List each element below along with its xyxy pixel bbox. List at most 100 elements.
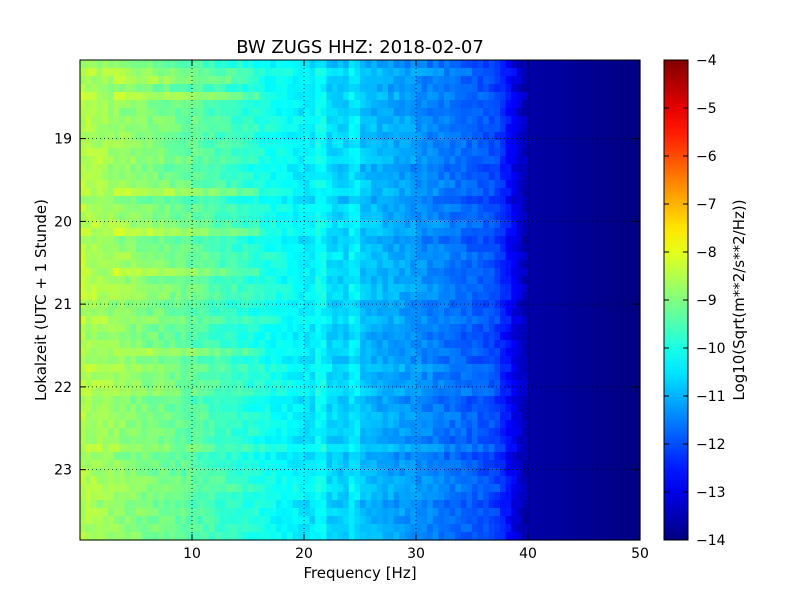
heatmap-cell [130, 428, 137, 437]
heatmap-cell [214, 68, 221, 77]
heatmap-cell [186, 396, 193, 405]
heatmap-cell [91, 124, 98, 133]
heatmap-cell [158, 116, 165, 125]
heatmap-cell [516, 404, 523, 413]
heatmap-cell [225, 244, 232, 253]
heatmap-cell [623, 212, 630, 221]
heatmap-cell [449, 188, 456, 197]
heatmap-cell [410, 116, 417, 125]
heatmap-cell [270, 292, 277, 301]
heatmap-cell [561, 108, 568, 117]
heatmap-cell [455, 156, 462, 165]
heatmap-cell [175, 188, 182, 197]
heatmap-cell [544, 364, 551, 373]
heatmap-cell [337, 244, 344, 253]
heatmap-cell [376, 396, 383, 405]
heatmap-cell [164, 412, 171, 421]
heatmap-cell [287, 300, 294, 309]
heatmap-cell [516, 212, 523, 221]
heatmap-cell [119, 236, 126, 245]
heatmap-cell [332, 92, 339, 101]
heatmap-cell [572, 412, 579, 421]
heatmap-cell [220, 196, 227, 205]
heatmap-cell [225, 124, 232, 133]
heatmap-cell [354, 308, 361, 317]
heatmap-cell [432, 60, 439, 69]
heatmap-cell [488, 380, 495, 389]
heatmap-cell [136, 396, 143, 405]
heatmap-cell [522, 172, 529, 181]
heatmap-cell [410, 84, 417, 93]
heatmap-cell [539, 372, 546, 381]
heatmap-cell [253, 444, 260, 453]
heatmap-cell [494, 300, 501, 309]
heatmap-cell [432, 124, 439, 133]
heatmap-cell [164, 164, 171, 173]
heatmap-cell [354, 372, 361, 381]
heatmap-cell [343, 308, 350, 317]
heatmap-cell [242, 60, 249, 69]
heatmap-cell [516, 60, 523, 69]
heatmap-cell [264, 172, 271, 181]
heatmap-cell [600, 300, 607, 309]
heatmap-cell [561, 372, 568, 381]
heatmap-cell [292, 236, 299, 245]
heatmap-cell [556, 276, 563, 285]
heatmap-cell [421, 292, 428, 301]
heatmap-cell [147, 180, 154, 189]
heatmap-cell [477, 324, 484, 333]
heatmap-cell [354, 444, 361, 453]
heatmap-cell [197, 428, 204, 437]
heatmap-cell [393, 132, 400, 141]
heatmap-cell [416, 380, 423, 389]
heatmap-cell [432, 412, 439, 421]
heatmap-cell [449, 108, 456, 117]
heatmap-cell [595, 228, 602, 237]
heatmap-cell [332, 332, 339, 341]
heatmap-cell [108, 212, 115, 221]
heatmap-cell [85, 188, 92, 197]
heatmap-cell [455, 340, 462, 349]
heatmap-cell [528, 300, 535, 309]
heatmap-cell [438, 76, 445, 85]
heatmap-cell [96, 284, 103, 293]
heatmap-cell [242, 372, 249, 381]
heatmap-cell [259, 268, 266, 277]
heatmap-cell [337, 148, 344, 157]
heatmap-cell [404, 300, 411, 309]
heatmap-cell [617, 428, 624, 437]
heatmap-cell [225, 356, 232, 365]
heatmap-cell [253, 340, 260, 349]
heatmap-cell [505, 444, 512, 453]
heatmap-cell [449, 228, 456, 237]
heatmap-cell [382, 396, 389, 405]
heatmap-cell [617, 436, 624, 445]
heatmap-cell [180, 116, 187, 125]
heatmap-cell [427, 188, 434, 197]
heatmap-cell [298, 340, 305, 349]
heatmap-cell [634, 316, 641, 325]
heatmap-cell [516, 84, 523, 93]
heatmap-cell [393, 236, 400, 245]
heatmap-cell [578, 308, 585, 317]
heatmap-cell [544, 212, 551, 221]
heatmap-cell [158, 316, 165, 325]
heatmap-cell [343, 100, 350, 109]
heatmap-cell [130, 292, 137, 301]
heatmap-cell [483, 404, 490, 413]
heatmap-cell [259, 68, 266, 77]
heatmap-cell [578, 324, 585, 333]
heatmap-cell [180, 300, 187, 309]
heatmap-cell [561, 284, 568, 293]
heatmap-cell [130, 236, 137, 245]
heatmap-cell [119, 108, 126, 117]
heatmap-cell [533, 252, 540, 261]
heatmap-cell [528, 364, 535, 373]
heatmap-cell [634, 260, 641, 269]
heatmap-cell [371, 252, 378, 261]
heatmap-cell [102, 348, 109, 357]
heatmap-cell [315, 428, 322, 437]
heatmap-cell [354, 60, 361, 69]
heatmap-cell [96, 324, 103, 333]
heatmap-cell [348, 68, 355, 77]
